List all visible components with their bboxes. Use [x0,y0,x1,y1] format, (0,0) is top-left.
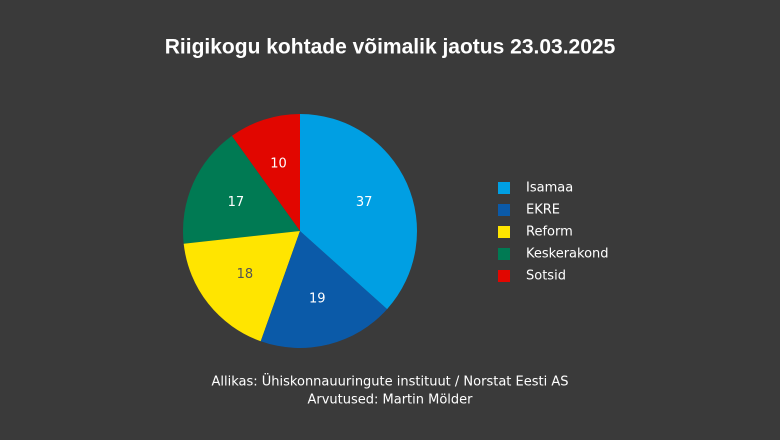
credits: Arvutused: Martin Mölder [307,393,473,408]
legend-swatch [498,248,510,260]
legend-swatch [498,270,510,282]
slice-label: 18 [237,267,254,282]
legend-label: Reform [526,225,573,240]
legend-label: Keskerakond [526,247,609,262]
legend-swatch [498,226,510,238]
slice-label: 37 [356,195,373,210]
legend-label: EKRE [526,203,560,218]
legend-swatch [498,182,510,194]
slice-label: 19 [309,292,326,307]
source: Allikas: Ühiskonnauuringute instituut / … [212,373,569,390]
slice-label: 17 [228,195,245,210]
pie-slice [182,135,300,244]
pie-slice [183,231,300,342]
legend-swatch [498,204,510,216]
legend-label: Isamaa [526,181,573,196]
slice-label: 10 [270,157,287,172]
pie-slice [231,114,300,231]
legend-label: Sotsid [526,269,566,284]
pie-slice [300,114,417,310]
chart-title: Riigikogu kohtade võimalik jaotus 23.03.… [165,36,616,59]
pie-slice [260,231,388,348]
